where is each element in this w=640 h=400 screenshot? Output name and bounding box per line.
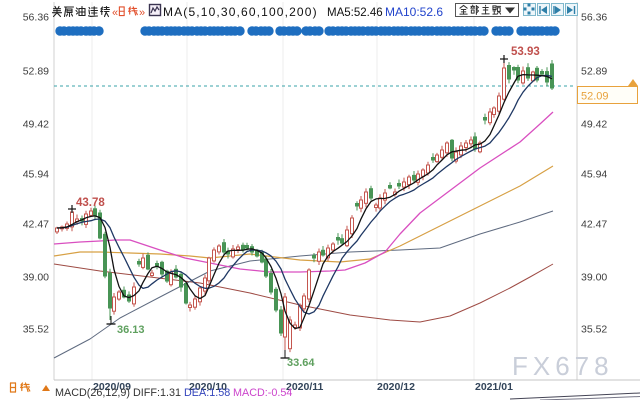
svg-text:42.47: 42.47 [23, 219, 49, 231]
svg-text:2020/09: 2020/09 [93, 381, 131, 393]
svg-text:2020/11: 2020/11 [286, 381, 324, 393]
svg-text:«: « [112, 7, 118, 19]
svg-text:56.36: 56.36 [23, 12, 49, 24]
svg-text:MA10:52.6: MA10:52.6 [385, 5, 443, 19]
svg-text:2020/12: 2020/12 [377, 381, 415, 393]
svg-text:FX678: FX678 [512, 351, 614, 381]
svg-text:52.89: 52.89 [23, 66, 49, 78]
svg-text:35.52: 35.52 [581, 324, 607, 336]
svg-text:52.09: 52.09 [581, 91, 609, 103]
svg-text:45.94: 45.94 [23, 169, 49, 181]
svg-text:45.94: 45.94 [581, 169, 607, 181]
svg-text:MACD(26,12,9) DIFF:1.31: MACD(26,12,9) DIFF:1.31 [55, 387, 181, 399]
svg-text:MACD:-0.54: MACD:-0.54 [233, 387, 292, 399]
svg-text:42.47: 42.47 [581, 219, 607, 231]
svg-text:49.42: 49.42 [581, 119, 607, 131]
svg-text:56.36: 56.36 [581, 12, 607, 24]
svg-text:35.52: 35.52 [23, 324, 49, 336]
svg-text:49.42: 49.42 [23, 119, 49, 131]
svg-text:2020/10: 2020/10 [189, 381, 227, 393]
svg-text:DEA:1.58: DEA:1.58 [184, 387, 230, 399]
svg-text:MA5:52.46: MA5:52.46 [327, 7, 383, 19]
svg-text:53.93: 53.93 [511, 46, 540, 58]
svg-text:MA(5,10,30,60,100,200): MA(5,10,30,60,100,200) [163, 5, 318, 19]
svg-text:2021/01: 2021/01 [475, 381, 513, 393]
svg-text:33.64: 33.64 [287, 357, 315, 369]
svg-text:»: » [139, 7, 145, 19]
svg-text:39.00: 39.00 [23, 272, 49, 284]
svg-text:43.78: 43.78 [76, 197, 105, 209]
svg-text:52.89: 52.89 [581, 66, 607, 78]
svg-text:36.13: 36.13 [117, 324, 145, 336]
svg-text:39.00: 39.00 [581, 272, 607, 284]
